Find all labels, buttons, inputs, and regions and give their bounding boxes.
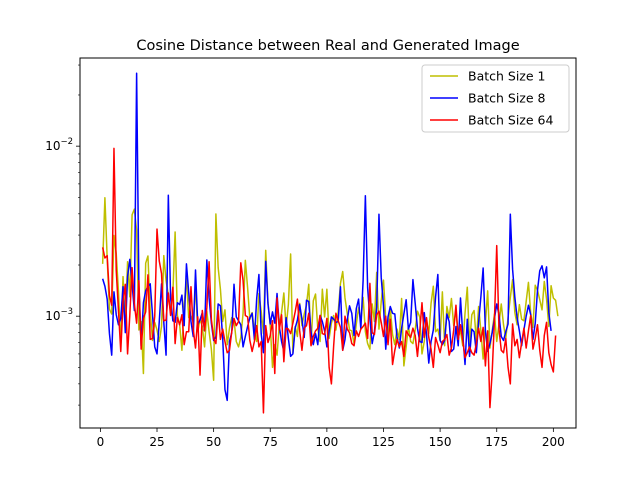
x-axis: 0 25 50 75 100 125 150 175 200 (97, 428, 565, 449)
chart-title: Cosine Distance between Real and Generat… (136, 38, 519, 54)
x-tick-label: 25 (149, 435, 164, 449)
x-tick-label: 0 (97, 435, 105, 449)
x-tick-label: 50 (206, 435, 221, 449)
x-tick-label: 200 (542, 435, 565, 449)
plot-frame (79, 57, 577, 429)
x-tick-label: 175 (485, 435, 508, 449)
series-line-3 (101, 147, 557, 414)
x-tick-label: 125 (372, 435, 395, 449)
legend-label-1: Batch Size 1 (468, 69, 546, 84)
x-tick-label: 150 (429, 435, 452, 449)
y-axis: 10−3 10−2 (45, 64, 80, 406)
y-tick-label: 10−2 (45, 137, 73, 153)
y-tick-label: 10−3 (45, 307, 73, 323)
legend-box (421, 64, 570, 133)
x-tick-label: 100 (315, 435, 338, 449)
legend-label-3: Batch Size 64 (468, 113, 553, 128)
series-lines (101, 72, 559, 414)
plot-area: 0 25 50 75 100 125 150 175 200 10−3 10−2 (45, 57, 577, 449)
legend: Batch Size 1 Batch Size 8 Batch Size 64 (421, 64, 570, 133)
legend-label-2: Batch Size 8 (468, 91, 546, 106)
x-tick-label: 75 (263, 435, 278, 449)
series-line-2 (101, 72, 552, 402)
